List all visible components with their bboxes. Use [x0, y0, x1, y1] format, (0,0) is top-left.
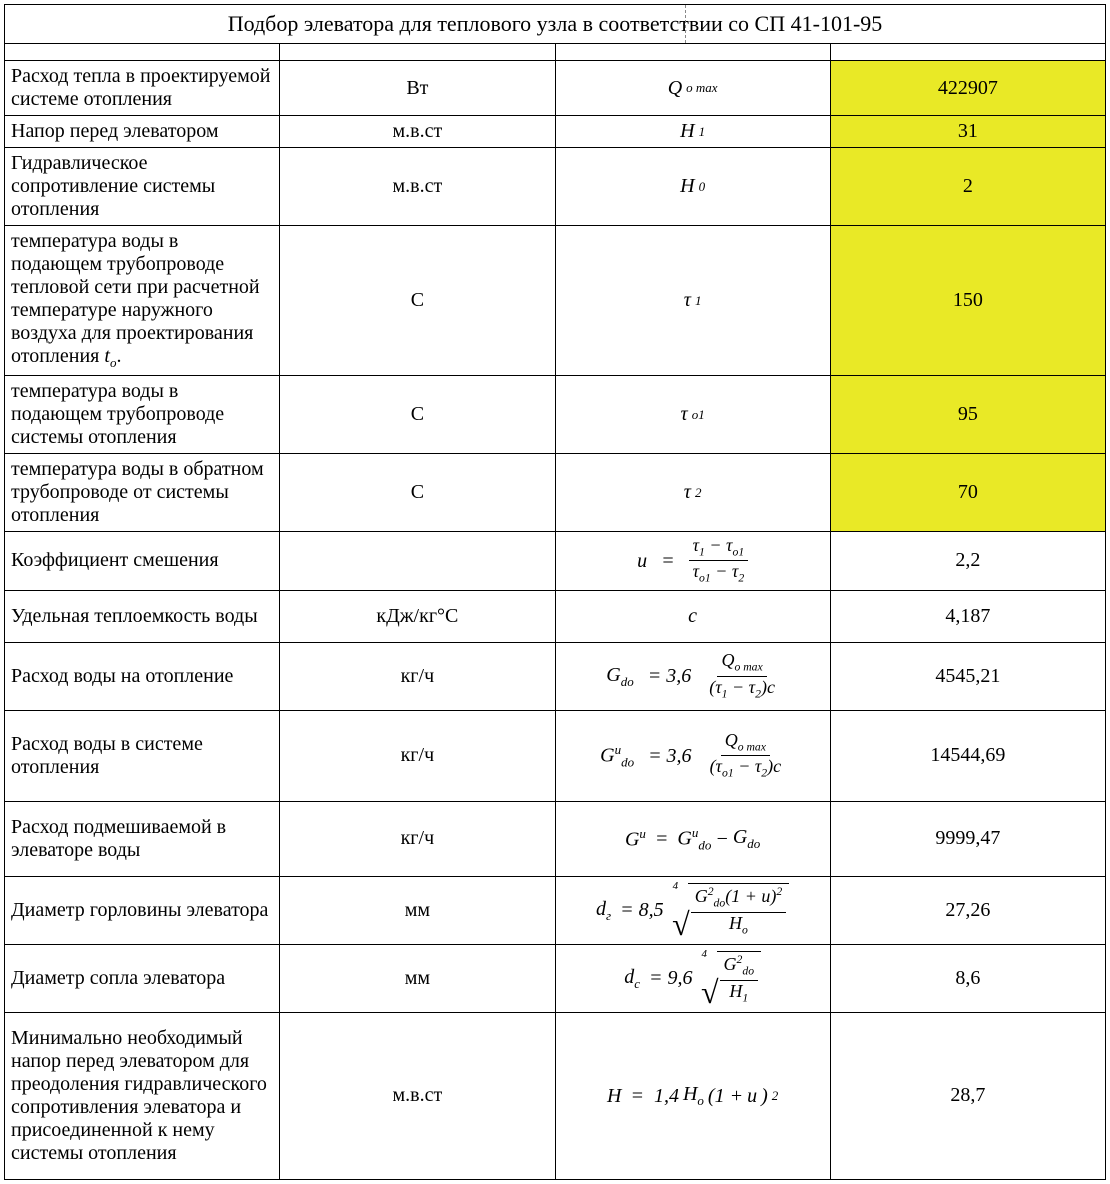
- symbol-cell: c: [555, 590, 830, 642]
- unit-cell: м.в.ст: [280, 116, 555, 148]
- value-cell: 150: [830, 226, 1105, 376]
- unit-cell: мм: [280, 876, 555, 944]
- desc-cell: Коэффициент смешения: [5, 532, 280, 591]
- desc-cell: Гидравлическое сопротивление системы ото…: [5, 148, 280, 226]
- value-cell: 8,6: [830, 944, 1105, 1012]
- desc-cell: Расход воды на отопление: [5, 642, 280, 710]
- table-row: Гидравлическое сопротивление системы ото…: [5, 148, 1106, 226]
- unit-cell: С: [280, 454, 555, 532]
- value-cell: 31: [830, 116, 1105, 148]
- desc-cell: Минимально необходимый напор перед элева…: [5, 1012, 280, 1179]
- desc-cell: Диаметр горловины элеватора: [5, 876, 280, 944]
- unit-cell: кДж/кг°С: [280, 590, 555, 642]
- symbol-cell: τ1: [555, 226, 830, 376]
- value-cell: 95: [830, 376, 1105, 454]
- symbol-cell: H = 1,4 Hо (1 + u)2: [555, 1012, 830, 1179]
- desc-cell: Расход подмешиваемой в элеваторе воды: [5, 801, 280, 876]
- table-row: Коэффициент смешения u = τ1 − τо1τо1 − τ2…: [5, 532, 1106, 591]
- symbol-cell: τ2: [555, 454, 830, 532]
- desc-cell: температура воды в подающем трубопроводе…: [5, 376, 280, 454]
- unit-cell: кг/ч: [280, 710, 555, 801]
- page-title: Подбор элеватора для теплового узла в со…: [5, 5, 1106, 44]
- table-row: Расход тепла в проектируемой системе ото…: [5, 61, 1106, 116]
- unit-cell: С: [280, 376, 555, 454]
- unit-cell: мм: [280, 944, 555, 1012]
- symbol-cell: H0: [555, 148, 830, 226]
- symbol-cell: τо1: [555, 376, 830, 454]
- table-row: Удельная теплоемкость водыкДж/кг°Сc4,187: [5, 590, 1106, 642]
- symbol-cell: Gdo = 3,6 Qо max(τ1 − τ2)c: [555, 642, 830, 710]
- desc-cell: Удельная теплоемкость воды: [5, 590, 280, 642]
- symbol-cell: H1: [555, 116, 830, 148]
- table-row: Напор перед элеваторомм.в.стH131: [5, 116, 1106, 148]
- value-cell: 14544,69: [830, 710, 1105, 801]
- elevator-calc-table: Подбор элеватора для теплового узла в со…: [4, 4, 1106, 1180]
- desc-cell: Расход тепла в проектируемой системе ото…: [5, 61, 280, 116]
- desc-cell: температура воды в подающем трубопроводе…: [5, 226, 280, 376]
- unit-cell: Вт: [280, 61, 555, 116]
- table-row: температура воды в подающем трубопроводе…: [5, 226, 1106, 376]
- table-row: Расход воды на отоплениекг/чGdo = 3,6 Qо…: [5, 642, 1106, 710]
- unit-cell: кг/ч: [280, 642, 555, 710]
- desc-cell: Напор перед элеватором: [5, 116, 280, 148]
- unit-cell: м.в.ст: [280, 148, 555, 226]
- table-row: Минимально необходимый напор перед элева…: [5, 1012, 1106, 1179]
- symbol-cell: Gu = Gudo − Gdo: [555, 801, 830, 876]
- unit-cell: С: [280, 226, 555, 376]
- title-row: Подбор элеватора для теплового узла в со…: [5, 5, 1106, 44]
- value-cell: 422907: [830, 61, 1105, 116]
- value-cell: 4,187: [830, 590, 1105, 642]
- unit-cell: м.в.ст: [280, 1012, 555, 1179]
- desc-cell: Диаметр сопла элеватора: [5, 944, 280, 1012]
- symbol-cell: dг = 8,5 4√ G2do(1 + u)2Hо: [555, 876, 830, 944]
- symbol-cell: Qо max: [555, 61, 830, 116]
- table-row: температура воды в обратном трубопроводе…: [5, 454, 1106, 532]
- table-row: Диаметр сопла элеватораммdс = 9,6 4√ G2d…: [5, 944, 1106, 1012]
- unit-cell: [280, 532, 555, 591]
- desc-cell: температура воды в обратном трубопроводе…: [5, 454, 280, 532]
- value-cell: 2: [830, 148, 1105, 226]
- symbol-cell: Gudo = 3,6 Qо max(τо1 − τ2)c: [555, 710, 830, 801]
- desc-cell: Расход воды в системе отопления: [5, 710, 280, 801]
- value-cell: 9999,47: [830, 801, 1105, 876]
- value-cell: 4545,21: [830, 642, 1105, 710]
- symbol-cell: u = τ1 − τо1τо1 − τ2: [555, 532, 830, 591]
- value-cell: 27,26: [830, 876, 1105, 944]
- table-row: Расход воды в системе отоплениякг/чGudo …: [5, 710, 1106, 801]
- unit-cell: кг/ч: [280, 801, 555, 876]
- value-cell: 2,2: [830, 532, 1105, 591]
- value-cell: 70: [830, 454, 1105, 532]
- table-row: Расход подмешиваемой в элеваторе водыкг/…: [5, 801, 1106, 876]
- table-row: температура воды в подающем трубопроводе…: [5, 376, 1106, 454]
- value-cell: 28,7: [830, 1012, 1105, 1179]
- spacer-row: [5, 44, 1106, 61]
- symbol-cell: dс = 9,6 4√ G2doH1: [555, 944, 830, 1012]
- table-row: Диаметр горловины элеватораммdг = 8,5 4√…: [5, 876, 1106, 944]
